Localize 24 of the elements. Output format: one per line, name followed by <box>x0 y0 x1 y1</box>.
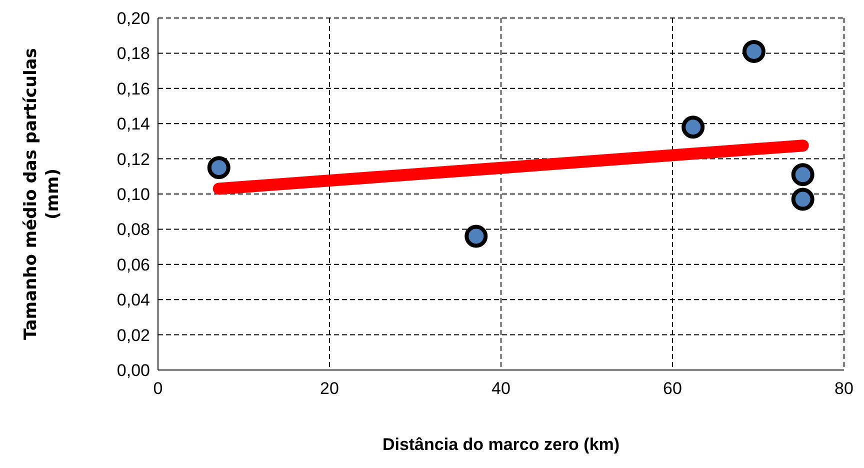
x-tick-label: 80 <box>834 379 854 398</box>
y-tick-label: 0,16 <box>116 79 150 98</box>
y-tick-label: 0,02 <box>116 326 150 345</box>
y-tick-label: 0,00 <box>116 361 150 380</box>
y-tick-label: 0,18 <box>116 44 150 64</box>
y-tick-label: 0,04 <box>116 290 150 310</box>
point <box>682 116 705 139</box>
point <box>791 188 814 211</box>
x-tick-label: 0 <box>153 379 163 398</box>
y-tick-label: 0,10 <box>116 185 150 204</box>
point <box>464 224 488 248</box>
point <box>791 163 814 186</box>
x-axis-title: Distância do marco zero (km) <box>382 435 620 454</box>
y-axis-title: Tamanho médio das partículas (mm) <box>21 48 63 340</box>
point <box>742 40 766 63</box>
x-tick-label: 60 <box>663 379 682 398</box>
point <box>207 156 230 180</box>
y-tick-label: 0,20 <box>116 9 150 28</box>
x-tick-label: 40 <box>492 379 510 398</box>
y-tick-label: 0,12 <box>116 150 150 169</box>
x-tick-label: 20 <box>320 379 339 398</box>
y-tick-label: 0,08 <box>116 220 150 240</box>
y-tick-label: 0,06 <box>116 255 150 274</box>
y-tick-label: 0,14 <box>116 114 150 134</box>
